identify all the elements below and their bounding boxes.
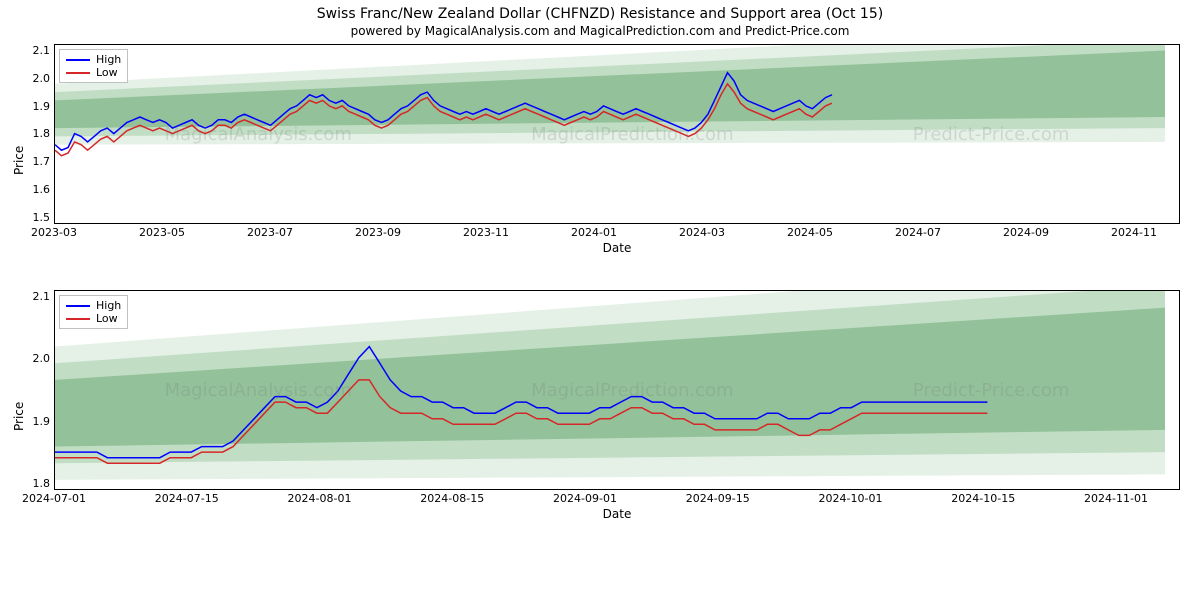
x-ticks: 2024-07-012024-07-152024-08-012024-08-15… [54,490,1180,505]
chart-subtitle: powered by MagicalAnalysis.com and Magic… [8,24,1192,38]
legend-high: High [96,299,121,312]
legend-low: Low [96,312,118,325]
bottom-chart-svg [55,291,1165,491]
x-axis-label: Date [54,507,1180,521]
legend: High Low [59,49,128,83]
y-axis-label: Price [8,44,26,276]
y-ticks: 2.12.01.91.8 [26,290,54,490]
top-chart-wrap: Price 2.12.01.91.81.71.61.5 High Low Mag… [8,44,1192,276]
legend: High Low [59,295,128,329]
legend-high: High [96,53,121,66]
y-ticks: 2.12.01.91.81.71.61.5 [26,44,54,224]
top-chart-svg [55,45,1165,225]
chart-title: Swiss Franc/New Zealand Dollar (CHFNZD) … [8,6,1192,22]
x-ticks: 2023-032023-052023-072023-092023-112024-… [54,224,1180,239]
legend-low: Low [96,66,118,79]
bottom-chart-wrap: Price 2.12.01.91.8 High Low MagicalAnaly… [8,290,1192,542]
top-chart-panel: High Low MagicalAnalysis.comMagicalPredi… [54,44,1180,224]
bottom-chart-panel: High Low MagicalAnalysis.comMagicalPredi… [54,290,1180,490]
x-axis-label: Date [54,241,1180,255]
